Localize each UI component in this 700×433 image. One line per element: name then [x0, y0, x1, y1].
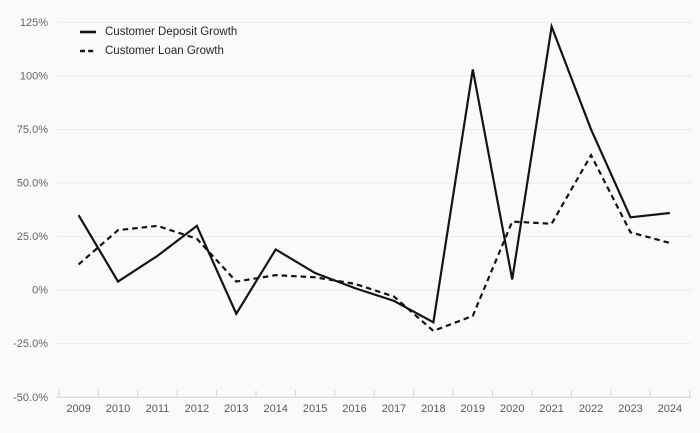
x-tick-label: 2019 — [461, 403, 485, 415]
x-tick-label: 2017 — [382, 403, 406, 415]
y-tick-label: 50.0% — [17, 178, 48, 190]
x-tick-label: 2024 — [658, 403, 682, 415]
x-tick-label: 2022 — [579, 403, 603, 415]
x-tick-label: 2018 — [421, 403, 445, 415]
legend-label: Customer Deposit Growth — [105, 26, 238, 38]
x-tick-label: 2009 — [66, 403, 90, 415]
x-tick-label: 2016 — [342, 403, 366, 415]
legend-item-deposit-growth[interactable]: Customer Deposit Growth — [80, 26, 237, 38]
legend-label: Customer Loan Growth — [105, 45, 224, 57]
y-tick-label: 75.0% — [17, 124, 48, 136]
x-tick-label: 2014 — [263, 403, 287, 415]
x-tick-label: 2020 — [500, 403, 524, 415]
series-line-customer-loan-growth — [77, 152, 671, 333]
y-tick-label: 25.0% — [17, 231, 48, 243]
y-tick-label: 125% — [20, 17, 48, 29]
legend: Customer Deposit Growth Customer Loan Gr… — [80, 26, 237, 57]
x-tick-label: 2010 — [106, 403, 130, 415]
legend-item-loan-growth[interactable]: Customer Loan Growth — [80, 45, 237, 57]
solid-line-swatch-icon — [80, 30, 96, 34]
dashed-line-swatch-icon — [80, 49, 96, 53]
y-tick-label: -25.0% — [13, 338, 48, 350]
y-tick-label: -50.0% — [13, 392, 48, 404]
x-tick-label: 2021 — [539, 403, 563, 415]
series-line-customer-deposit-growth — [77, 22, 671, 325]
y-tick-label: 0% — [32, 285, 48, 297]
y-tick-label: 100% — [20, 70, 48, 82]
x-tick-label: 2015 — [303, 403, 327, 415]
x-tick-label: 2012 — [185, 403, 209, 415]
x-tick-label: 2023 — [618, 403, 642, 415]
x-tick-label: 2013 — [224, 403, 248, 415]
x-tick-label: 2011 — [146, 403, 170, 415]
